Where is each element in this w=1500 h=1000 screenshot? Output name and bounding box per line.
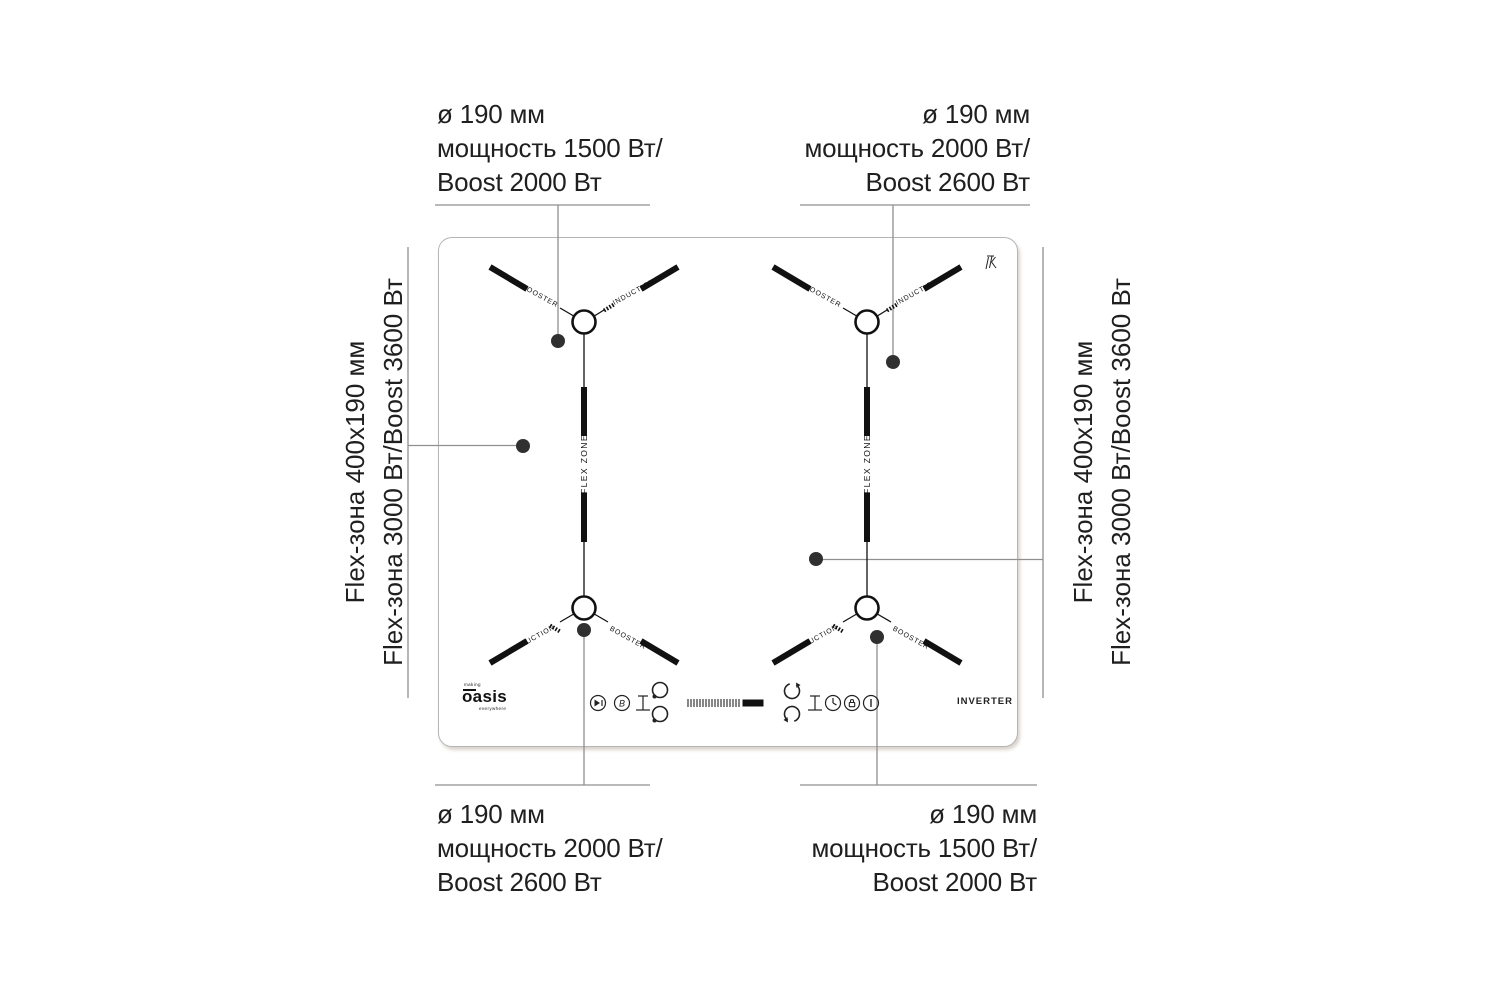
annotation-bottom-left: ø 190 мм мощность 2000 Вт/ Boost 2600 Вт xyxy=(437,797,663,899)
annotation-flex-size: Flex-зона 400x190 мм xyxy=(1068,340,1098,604)
logo-tagline-top: making xyxy=(464,682,481,687)
annotation-top-left: ø 190 мм мощность 1500 Вт/ Boost 2000 Вт xyxy=(437,97,663,199)
annotation-right-flex: Flex-зона 400x190 мм Flex-зона 3000 Вт/B… xyxy=(1064,242,1140,702)
annotation-diameter: ø 190 мм xyxy=(437,99,545,129)
annotation-bottom-right: ø 190 мм мощность 1500 Вт/ Boost 2000 Вт xyxy=(812,797,1038,899)
annotation-diameter: ø 190 мм xyxy=(437,799,545,829)
logo-name: oasis xyxy=(462,687,507,706)
annotation-top-right: ø 190 мм мощность 2000 Вт/ Boost 2600 Вт xyxy=(805,97,1031,199)
annotation-left-flex: Flex-зона 400x190 мм Flex-зона 3000 Вт/B… xyxy=(336,242,412,702)
inverter-label: INVERTER xyxy=(956,696,1014,707)
annotation-diameter: ø 190 мм xyxy=(929,799,1037,829)
annotation-boost: Boost 2000 Вт xyxy=(437,167,602,197)
annotation-boost: Boost 2600 Вт xyxy=(865,167,1030,197)
annotation-boost: Boost 2600 Вт xyxy=(437,867,602,897)
logo-tagline-bottom: everywhere xyxy=(479,706,507,711)
annotation-flex-power: Flex-зона 3000 Вт/Boost 3600 Вт xyxy=(378,278,408,666)
annotation-boost: Boost 2000 Вт xyxy=(872,867,1037,897)
annotation-flex-power: Flex-зона 3000 Вт/Boost 3600 Вт xyxy=(1106,278,1136,666)
cooktop-panel xyxy=(438,237,1018,747)
annotation-flex-size: Flex-зона 400x190 мм xyxy=(340,340,370,604)
annotation-diameter: ø 190 мм xyxy=(922,99,1030,129)
annotation-power: мощность 2000 Вт/ xyxy=(437,833,663,863)
annotation-power: мощность 2000 Вт/ xyxy=(804,133,1031,163)
annotation-power: мощность 1500 Вт/ xyxy=(811,833,1038,863)
annotation-power: мощность 1500 Вт/ xyxy=(437,133,663,163)
logo-macron-bar xyxy=(463,689,476,691)
